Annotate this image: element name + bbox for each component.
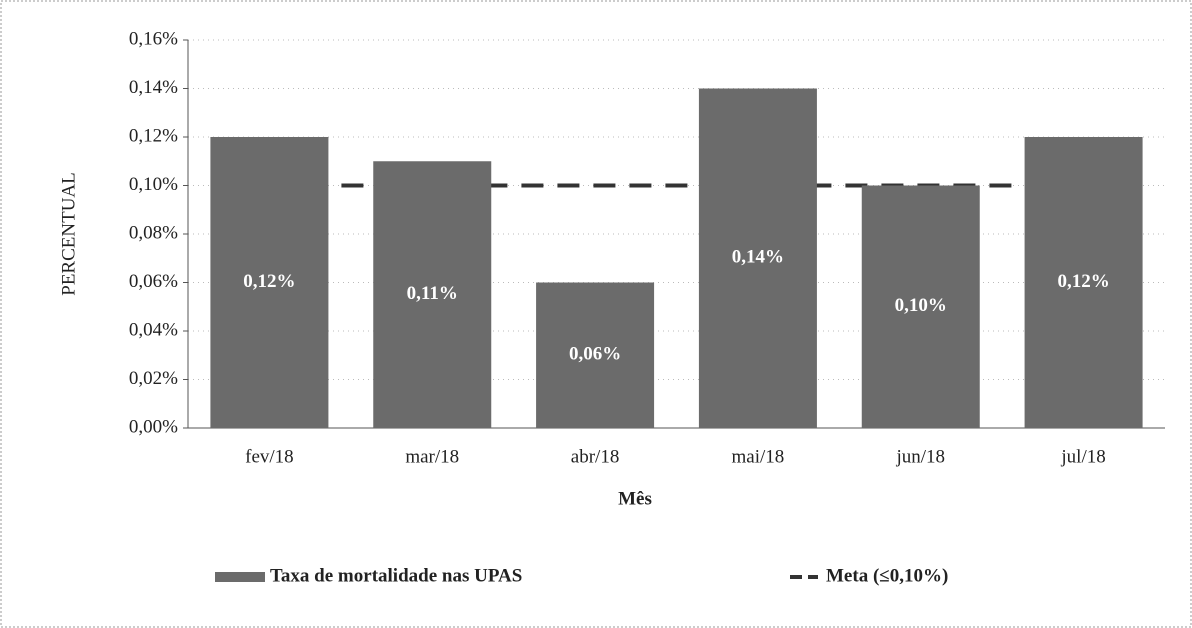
x-tick-label: jul/18 <box>1060 446 1105 467</box>
y-tick-label: 0,06% <box>129 271 178 292</box>
bar <box>698 88 817 428</box>
legend-label: Taxa de mortalidade nas UPAS <box>270 565 522 586</box>
data-label: 0,11% <box>407 283 458 304</box>
legend-swatch <box>215 572 265 582</box>
bar <box>210 137 329 428</box>
x-tick-label: abr/18 <box>571 446 620 467</box>
x-tick-label: mai/18 <box>732 446 785 467</box>
bar <box>861 185 980 428</box>
data-label: 0,10% <box>895 295 947 316</box>
y-tick-label: 0,08% <box>129 222 178 243</box>
x-tick-label: jun/18 <box>895 446 945 467</box>
data-label: 0,12% <box>1057 271 1109 292</box>
x-tick-label: mar/18 <box>405 446 459 467</box>
y-tick-label: 0,02% <box>129 368 178 389</box>
data-label: 0,14% <box>732 247 784 268</box>
y-tick-label: 0,12% <box>129 125 178 146</box>
y-axis-title: PERCENTUAL <box>58 172 79 296</box>
data-label: 0,12% <box>243 271 295 292</box>
y-tick-label: 0,00% <box>129 416 178 437</box>
x-tick-label: fev/18 <box>245 446 294 467</box>
bar <box>536 282 655 428</box>
bar <box>373 161 492 428</box>
y-tick-label: 0,16% <box>129 28 178 49</box>
data-label: 0,06% <box>569 344 621 365</box>
x-axis-title: Mês <box>618 488 652 509</box>
legend-label: Meta (≤0,10%) <box>826 565 948 586</box>
y-tick-label: 0,14% <box>129 77 178 98</box>
y-tick-label: 0,04% <box>129 319 178 340</box>
bar <box>1024 137 1143 428</box>
y-tick-label: 0,10% <box>129 174 178 195</box>
